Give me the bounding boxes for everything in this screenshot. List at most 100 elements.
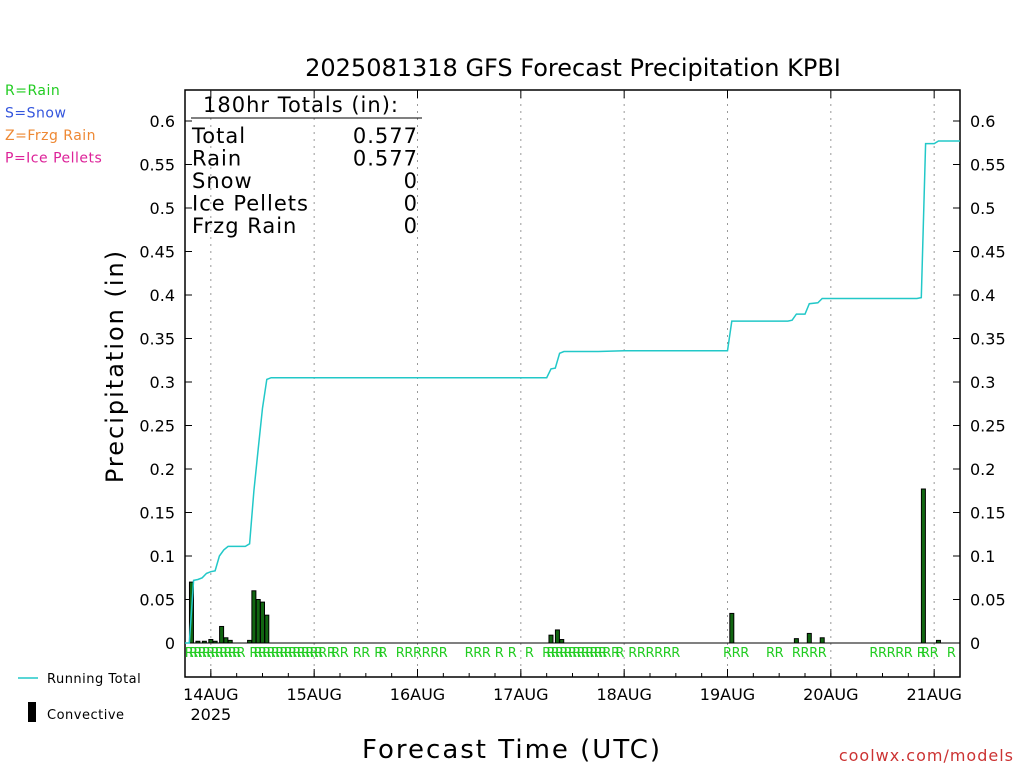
precip-type-marker: R (775, 646, 784, 661)
precip-type-marker: R (581, 646, 590, 661)
precip-type-marker: R (202, 646, 211, 661)
y-tick-label-right: 0.6 (970, 112, 995, 131)
convective-bar (219, 625, 225, 644)
precip-type-marker: R (663, 646, 672, 661)
type-legend-item: P=Ice Pellets (5, 151, 102, 167)
precip-type-marker: R (262, 646, 271, 661)
precip-type-marker: R (800, 646, 809, 661)
precip-type-marker: R (887, 646, 896, 661)
y-tick-label-right: 0.3 (970, 373, 995, 392)
y-tick-label-left: 0.25 (139, 417, 175, 436)
precip-type-marker: R (572, 646, 581, 661)
totals-row-label: Snow (192, 169, 253, 193)
precip-type-marker: R (228, 646, 237, 661)
precip-type-marker: R (495, 646, 504, 661)
precip-type-marker: R (249, 646, 258, 661)
convective-bars (188, 488, 941, 644)
precip-type-marker: R (740, 646, 749, 661)
precip-type-marker: R (305, 646, 314, 661)
precip-type-marker: R (930, 646, 939, 661)
convective-swatch (28, 702, 36, 722)
x-tick-sublabel: 2025 (190, 705, 231, 724)
y-tick-label-left: 0.2 (150, 460, 175, 479)
convective-bar (208, 639, 214, 644)
precip-type-marker: R (551, 646, 560, 661)
precip-type-marker: R (292, 646, 301, 661)
precip-type-marker: R (895, 646, 904, 661)
y-tick-label-left: 0.6 (150, 112, 175, 131)
y-tick-label-right: 0.45 (970, 243, 1006, 262)
convective-bar (554, 629, 560, 644)
precip-type-marker: R (525, 646, 534, 661)
convective-bar (559, 639, 565, 644)
x-tick-label: 19AUG (700, 685, 755, 704)
convective-bar (548, 634, 554, 644)
precip-type-marker: R (645, 646, 654, 661)
precip-type-marker: R (396, 646, 405, 661)
precip-type-marker: R (654, 646, 663, 661)
precip-type-marker: R (546, 646, 555, 661)
precip-type-marker: R (602, 646, 611, 661)
precip-type-marker: R (189, 646, 198, 661)
precip-type-marker: R (422, 646, 431, 661)
totals-rows: Total 0.577 Rain 0.577 Snow 0 Ice Pellets 0 Frzg… (191, 124, 418, 238)
precip-type-marker: R (598, 646, 607, 661)
precip-type-marker: R (473, 646, 482, 661)
y-tick-label-left: 0.35 (139, 330, 175, 349)
site-credit: coolwx.com/models (839, 746, 1014, 765)
precip-type-marker: R (275, 646, 284, 661)
precip-type-marker: R (193, 646, 202, 661)
totals-row-label: Total (191, 124, 246, 148)
precip-type-marker: R (314, 646, 323, 661)
convective-bar (255, 599, 261, 644)
precip-type-marker: R (564, 646, 573, 661)
precip-type-marker: R (331, 646, 340, 661)
precip-type-marker: R (219, 646, 228, 661)
y-tick-label-right: 0.25 (970, 417, 1006, 436)
precip-type-marker: R (185, 646, 194, 661)
precip-type-marker: R (211, 646, 220, 661)
convective-legend-label: Convective (47, 708, 125, 723)
precip-type-marker: R (374, 646, 383, 661)
precip-type-marker: R (482, 646, 491, 661)
totals-row-value: 0 (404, 214, 418, 238)
precip-type-marker: R (340, 646, 349, 661)
y-tick-label-right: 0 (970, 634, 980, 653)
y-tick-label-left: 0.45 (139, 243, 175, 262)
convective-bar (264, 614, 270, 644)
x-tick-label: 15AUG (286, 685, 341, 704)
precip-type-marker: R (568, 646, 577, 661)
precip-type-marker: R (921, 646, 930, 661)
precip-type-marker: R (236, 646, 245, 661)
precip-type-marker: R (284, 646, 293, 661)
convective-bar (251, 590, 257, 644)
precip-type-marker: R (628, 646, 637, 661)
precip-type-legend: R=Rain S=Snow Z=Frzg Rain P=Ice Pellets (5, 83, 102, 167)
x-tick-label: 14AUG (183, 685, 238, 704)
x-tick-label: 18AUG (596, 685, 651, 704)
y-axis-label: Precipitation (in) (101, 249, 129, 483)
precip-type-marker: R (508, 646, 517, 661)
precip-type-marker: R (232, 646, 241, 661)
x-tick-label: 16AUG (390, 685, 445, 704)
precip-type-marker: R (297, 646, 306, 661)
y-tick-label-right: 0.4 (970, 286, 995, 305)
precip-type-marker: R (267, 646, 276, 661)
convective-bar (260, 601, 265, 644)
type-legend-item: Z=Frzg Rain (5, 128, 96, 144)
y-tick-label-left: 0.05 (139, 591, 175, 610)
grid-lines (210, 90, 935, 677)
y-tick-label-left: 0.5 (150, 199, 175, 218)
y-tick-label-left: 0.15 (139, 504, 175, 523)
totals-row-value: 0.577 (353, 147, 418, 171)
precip-type-marker: R (671, 646, 680, 661)
y-tick-label-left: 0.4 (150, 286, 175, 305)
y-tick-label-right: 0.15 (970, 504, 1006, 523)
precip-type-marker: R (206, 646, 215, 661)
convective-bar (223, 637, 229, 644)
y-tick-label-right: 0.5 (970, 199, 995, 218)
totals-row-value: 0.577 (353, 124, 418, 148)
precip-type-marker: R (379, 646, 388, 661)
